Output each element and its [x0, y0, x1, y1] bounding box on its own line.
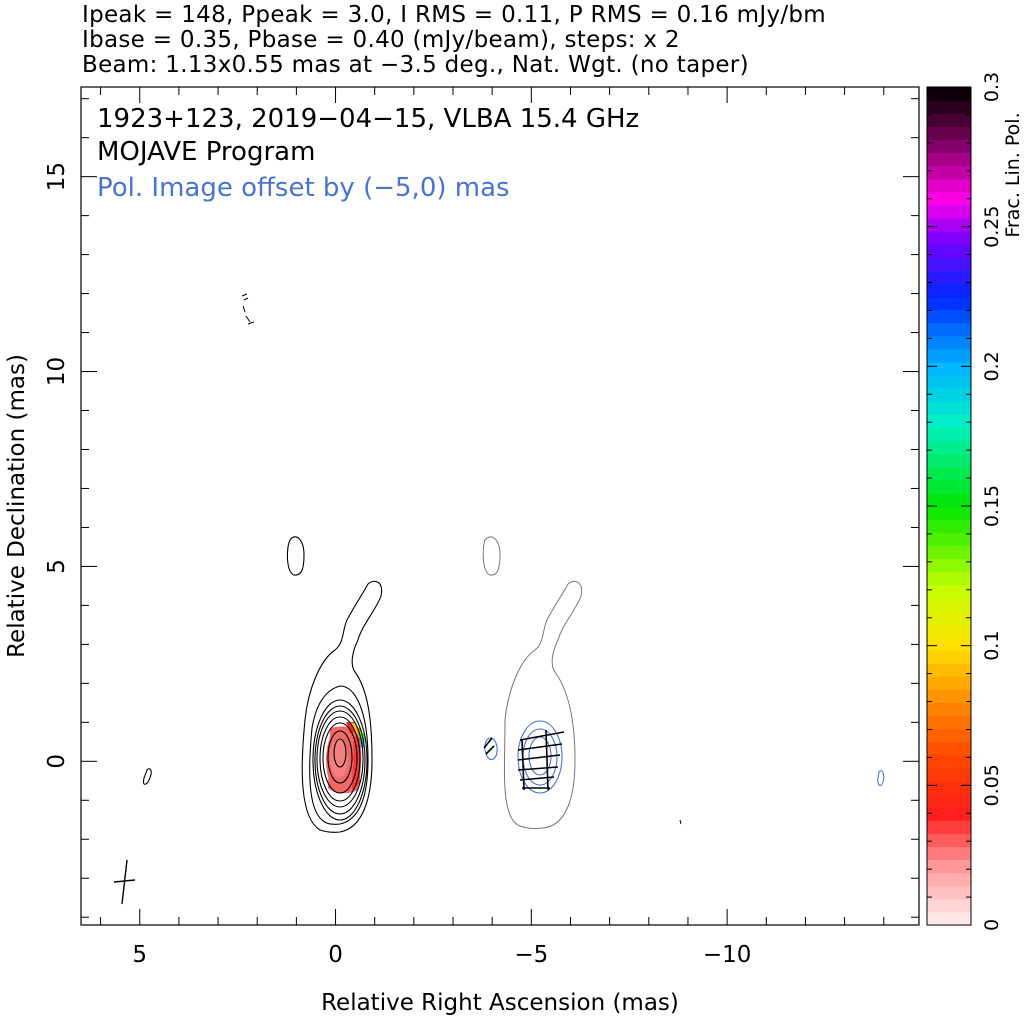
- colorbar-tick-label: 0.1: [981, 631, 1003, 661]
- colorbar-band: [927, 375, 971, 389]
- x-tick-label: −5: [514, 942, 548, 968]
- header-line-1: Ipeak = 148, Ppeak = 3.0, I RMS = 0.11, …: [82, 2, 827, 28]
- colorbar-band: [927, 506, 971, 520]
- x-tick-label: 5: [132, 942, 147, 968]
- plot-frame: [80, 86, 920, 926]
- source-annotation: 1923+123, 2019−04−15, VLBA 15.4 GHz: [97, 104, 639, 134]
- colorbar-tick-label: 0.25: [981, 206, 1003, 248]
- colorbar-band: [927, 283, 971, 298]
- colorbar-band: [927, 296, 971, 311]
- colorbar-band: [927, 466, 971, 481]
- colorbar-band: [927, 427, 971, 442]
- y-tick-label: 5: [44, 559, 70, 574]
- colorbar-band: [927, 741, 971, 756]
- evpa-vectors: [483, 729, 565, 791]
- colorbar-band: [927, 558, 971, 573]
- colorbar-band: [927, 859, 971, 874]
- colorbar-band: [927, 322, 971, 337]
- y-axis-label: Relative Declination (mas): [4, 354, 30, 658]
- colorbar-band: [927, 623, 971, 638]
- colorbar-band: [927, 728, 971, 743]
- colorbar-band: [927, 231, 971, 245]
- colorbar-band: [927, 519, 971, 533]
- colorbar-band: [927, 898, 971, 913]
- y-tick-label: 0: [44, 754, 70, 769]
- axis-tick-labels: 5 0 −5 −10 0 5 10 15: [44, 162, 751, 968]
- colorbar-band: [927, 126, 971, 140]
- header-line-3: Beam: 1.13x0.55 mas at −3.5 deg., Nat. W…: [82, 52, 749, 78]
- program-annotation: MOJAVE Program: [97, 137, 315, 167]
- colorbar-band: [927, 113, 971, 127]
- colorbar-band: [927, 440, 971, 455]
- colorbar-band: [927, 178, 971, 193]
- colorbar-band: [927, 584, 971, 599]
- colorbar-band: [927, 532, 971, 546]
- colorbar-band: [927, 689, 971, 704]
- colorbar-band: [927, 492, 971, 507]
- colorbar-band: [927, 702, 971, 717]
- x-tick-label: 0: [328, 942, 343, 968]
- colorbar-band: [927, 270, 971, 285]
- colorbar-band: [927, 571, 971, 586]
- colorbar-band: [927, 401, 971, 415]
- colorbar-tick-label: 0: [981, 919, 1003, 931]
- colorbar-band: [927, 650, 971, 664]
- beam-marker: [113, 859, 136, 905]
- colorbar-band: [927, 794, 971, 808]
- colorbar-band: [927, 257, 971, 271]
- colorbar-band: [927, 846, 971, 861]
- colorbar-label: Frac. Lin. Pol.: [1002, 112, 1024, 237]
- colorbar-band: [927, 244, 971, 258]
- colorbar-band: [927, 754, 971, 769]
- colorbar-band: [927, 767, 971, 782]
- offset-annotation: Pol. Image offset by (−5,0) mas: [97, 173, 510, 203]
- colorbar-tick-label: 0.15: [981, 485, 1003, 527]
- colorbar-band: [927, 807, 971, 821]
- colorbar-band: [927, 780, 971, 795]
- colorbar-band: [927, 715, 971, 730]
- colorbar-tick-label: 0.3: [981, 72, 1003, 102]
- colorbar-band: [927, 453, 971, 468]
- colorbar-band: [927, 388, 971, 402]
- colorbar-band: [927, 820, 971, 834]
- colorbar-band: [927, 833, 971, 848]
- colorbar-band: [927, 479, 971, 494]
- colorbar-tick-label: 0.05: [981, 764, 1003, 806]
- colorbar-band: [927, 100, 971, 114]
- image-layer: [113, 293, 885, 905]
- colorbar-band: [927, 348, 971, 363]
- stokes-i-contours: [142, 293, 682, 833]
- colorbar-band: [927, 610, 971, 625]
- colorbar-band: [927, 885, 971, 900]
- x-tick-label: −10: [703, 942, 752, 968]
- colorbar-band: [927, 414, 971, 429]
- colorbar-band: [927, 663, 971, 677]
- colorbar-band: [927, 217, 971, 232]
- colorbar-band: [927, 152, 971, 167]
- colorbar-band: [927, 309, 971, 324]
- colorbar-tick-label: 0.2: [981, 351, 1003, 381]
- colorbar-band: [927, 872, 971, 887]
- colorbar-band: [927, 139, 971, 154]
- y-tick-label: 15: [44, 162, 70, 191]
- colorbar-ticks: 0 0.05 0.1 0.15 0.2 0.25 0.3: [927, 72, 1003, 931]
- colorbar-band: [927, 636, 971, 651]
- offset-intensity-contour: [482, 536, 583, 830]
- colorbar-band: [927, 361, 971, 376]
- colorbar-band: [927, 191, 971, 206]
- colorbar-band: [927, 597, 971, 612]
- axis-ticks: [81, 87, 919, 925]
- x-axis-label: Relative Right Ascension (mas): [321, 990, 679, 1016]
- colorbar: [927, 87, 971, 926]
- colorbar-band: [927, 165, 971, 180]
- colorbar-band: [927, 545, 971, 559]
- y-tick-label: 10: [44, 357, 70, 386]
- header-line-2: Ibase = 0.35, Pbase = 0.40 (mJy/beam), s…: [82, 27, 680, 53]
- colorbar-band: [927, 911, 971, 926]
- colorbar-band: [927, 335, 971, 350]
- colorbar-band: [927, 676, 971, 690]
- colorbar-band: [927, 204, 971, 219]
- colorbar-band: [927, 87, 971, 101]
